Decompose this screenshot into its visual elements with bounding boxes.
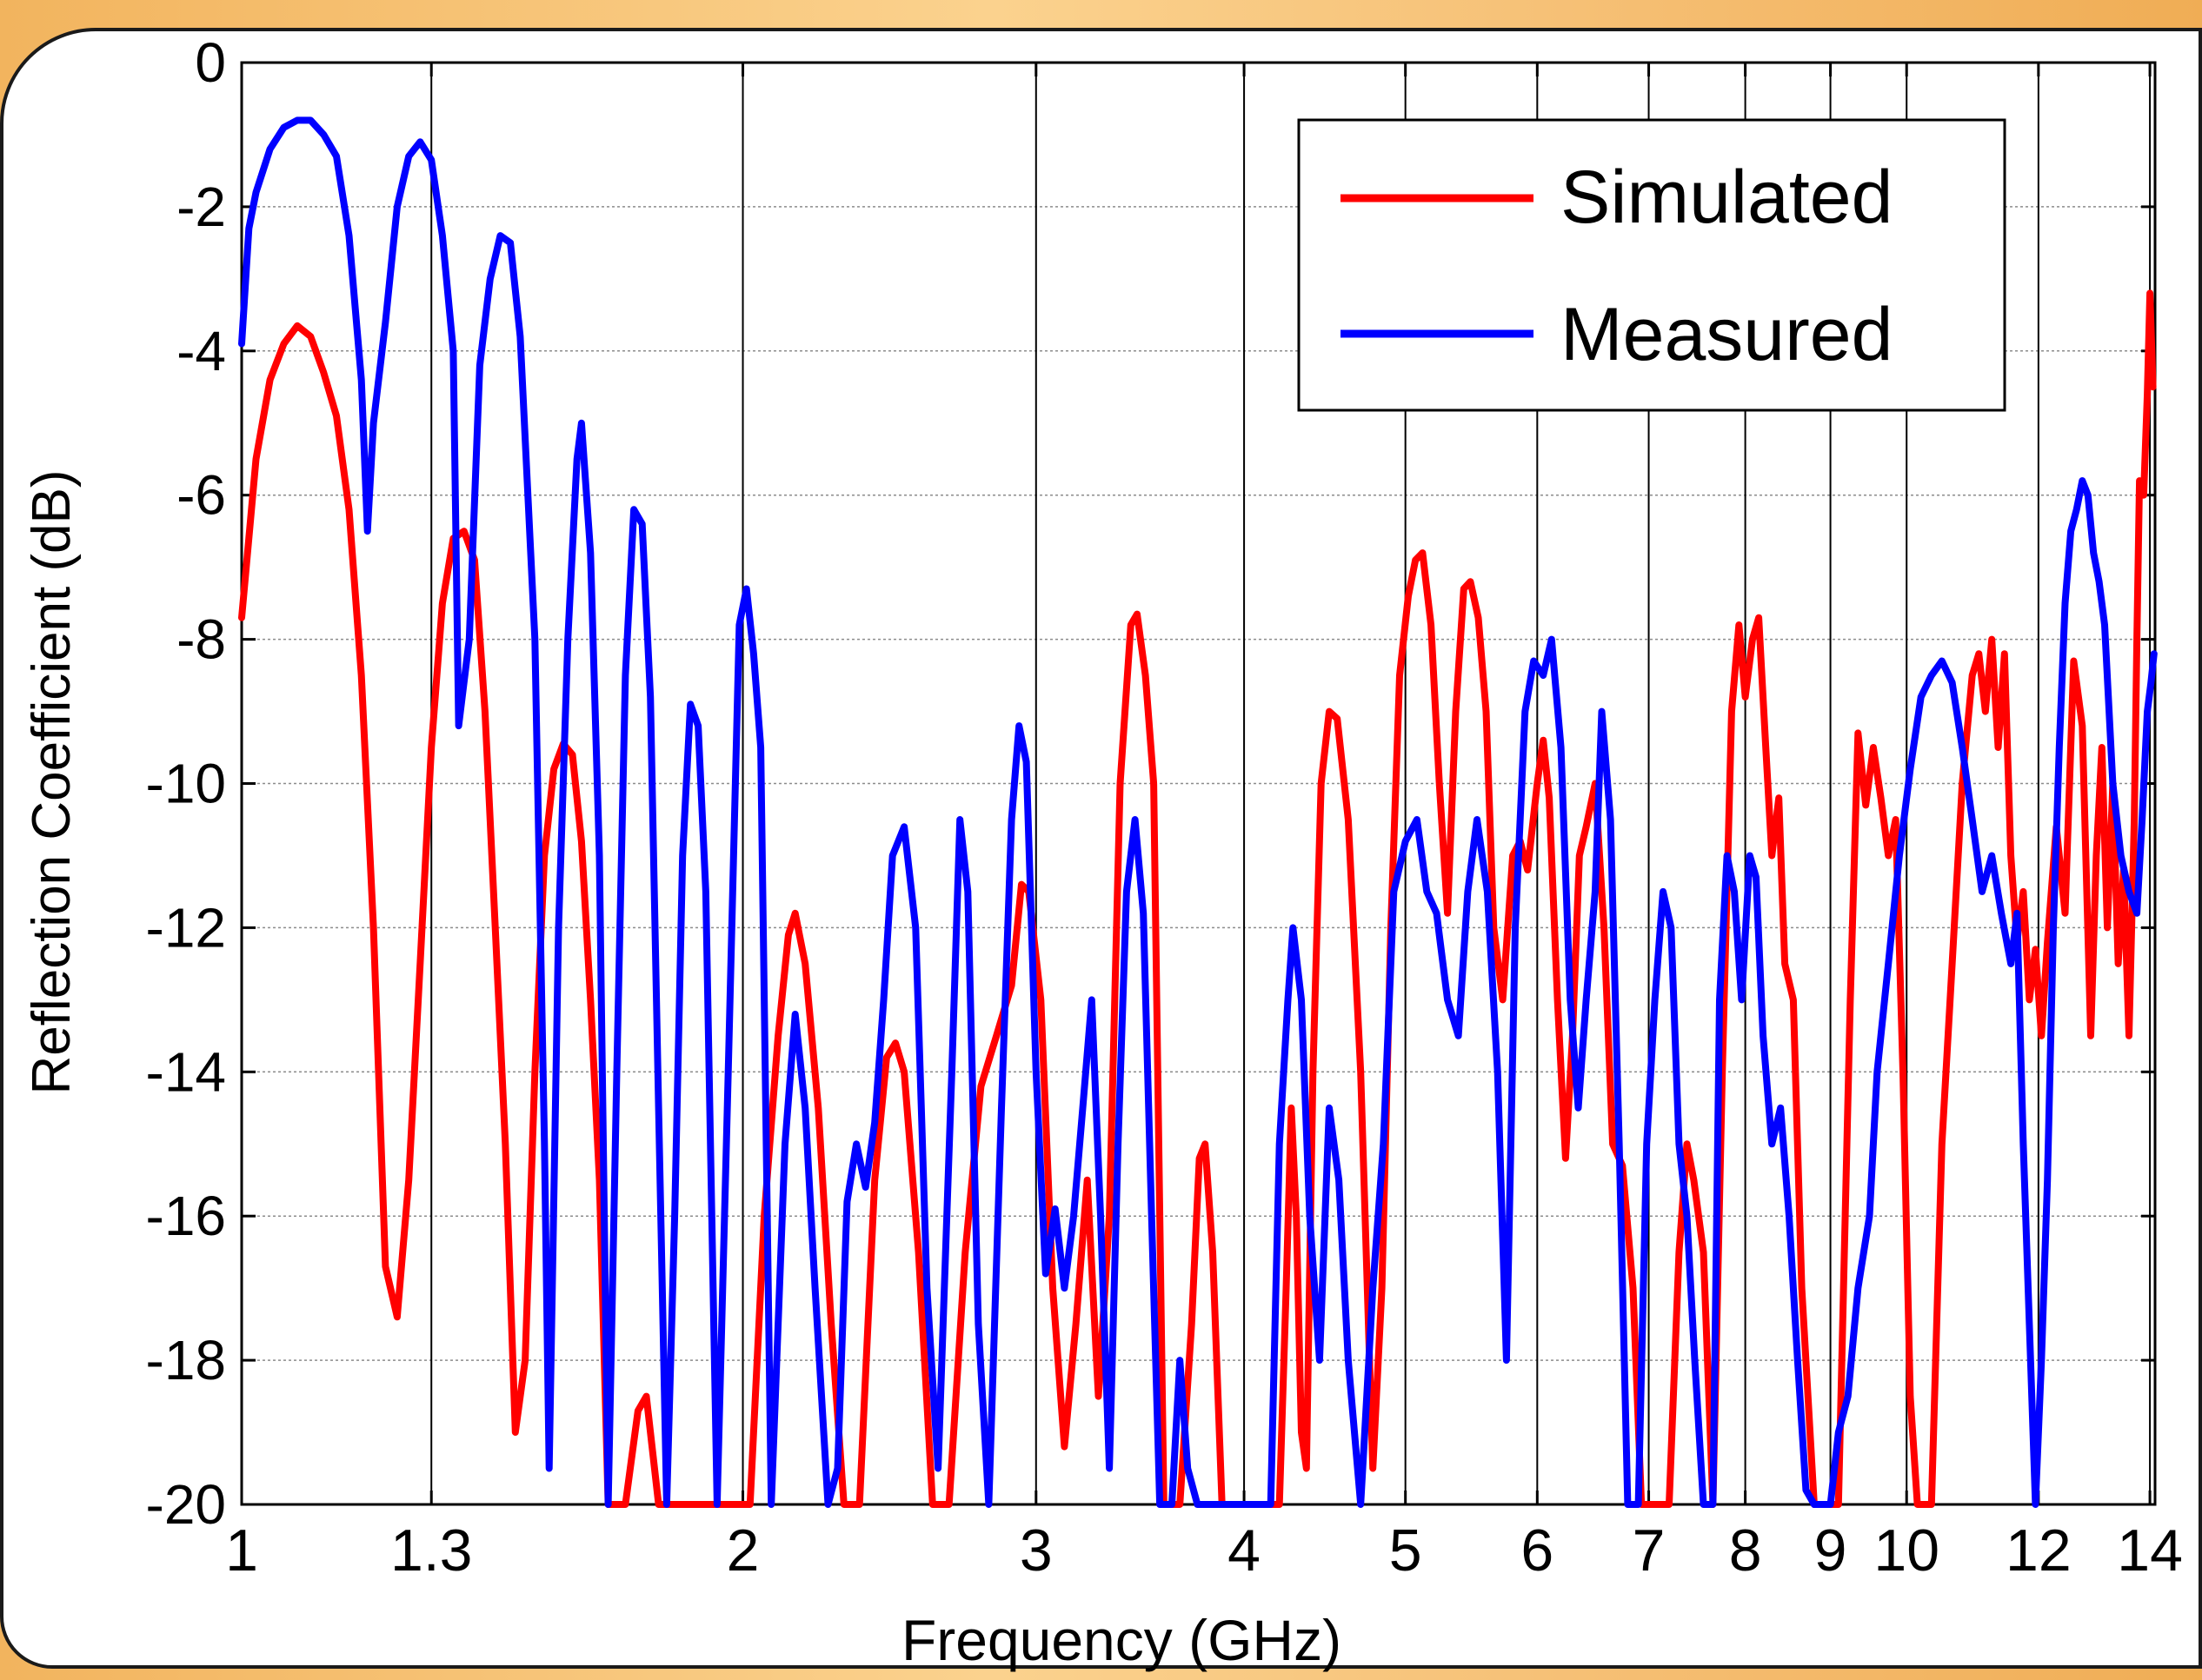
x-tick-label: 3 — [1020, 1517, 1053, 1584]
x-tick-label: 6 — [1520, 1517, 1553, 1584]
series-line-measured — [238, 116, 2158, 1508]
x-tick-label: 9 — [1814, 1517, 1847, 1584]
y-tick-label: -20 — [146, 1473, 227, 1536]
y-tick-label: -16 — [146, 1185, 227, 1247]
x-tick-label: 4 — [1227, 1517, 1261, 1584]
x-tick-label: 10 — [1873, 1517, 1939, 1584]
x-tick-label: 1 — [225, 1517, 258, 1584]
x-tick-label: 12 — [2006, 1517, 2072, 1584]
y-tick-label: -2 — [176, 176, 226, 238]
legend-label-simulated: Simulated — [1560, 156, 1893, 239]
y-tick-label: -12 — [146, 896, 227, 959]
y-tick-label: -4 — [176, 320, 226, 382]
tick-labels: 0-2-4-6-8-10-12-14-16-18-201 1.3 2 3 4 5 6 7 8 9 1… — [146, 31, 2183, 1584]
y-tick-label: -6 — [176, 464, 226, 527]
y-tick-label: -8 — [176, 608, 226, 671]
legend: Simulated Measured — [1297, 118, 2006, 412]
x-tick-label: 1.3 — [390, 1517, 473, 1584]
x-axis-label: Frequency (GHz) — [901, 1608, 1341, 1672]
legend-label-measured: Measured — [1560, 293, 1893, 376]
y-tick-label: 0 — [195, 31, 226, 94]
x-tick-label: 14 — [2117, 1517, 2183, 1584]
series-layer — [238, 116, 2158, 1508]
y-tick-label: -14 — [146, 1040, 227, 1103]
x-tick-label: 2 — [727, 1517, 760, 1584]
x-tick-label: 8 — [1729, 1517, 1762, 1584]
y-tick-label: -18 — [146, 1329, 227, 1391]
x-tick-label: 7 — [1633, 1517, 1666, 1584]
legend-box — [1297, 118, 2006, 412]
x-tick-label: 5 — [1389, 1517, 1422, 1584]
y-axis-label: Reflection Coefficient (dB) — [22, 469, 82, 1094]
y-tick-label: -10 — [146, 753, 227, 815]
